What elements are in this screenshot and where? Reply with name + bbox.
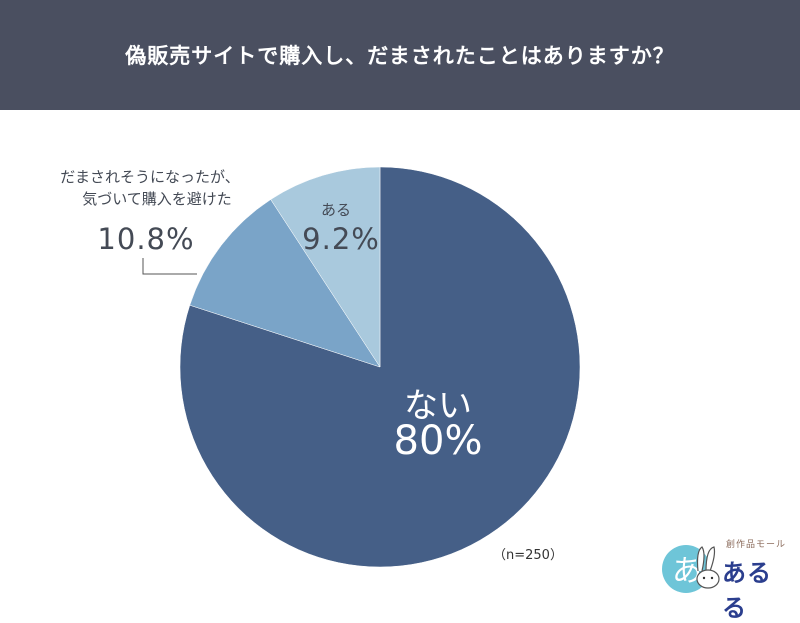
brand-logo: あ 創作品モール あるる [656,527,796,622]
pie-chart [142,166,581,568]
logo-mark: あ [662,545,720,593]
chart-title: 偽販売サイトで購入し、だまされたことはありますか？ [125,44,675,68]
pie-slice-avoided [189,199,381,368]
avoided-label: だまされそうになったが、 気づいて購入を避けた [30,166,270,210]
avoided-value-label: 10.8% [97,222,195,256]
leader-line [142,258,197,275]
avoided-label-line2: 気づいて購入を避けた [82,190,232,208]
aru-value-label: 9.2% [302,222,380,256]
title-banner: 偽販売サイトで購入し、だまされたことはありますか？ [0,0,800,110]
nai-value-label: 80% [393,418,483,464]
aru-label: ある [320,201,351,219]
nai-label: ない [404,386,472,426]
sample-size-note: （n=250） [493,548,563,563]
avoided-label-line1: だまされそうになったが、 [60,168,240,186]
pie-slice-aru [270,166,381,368]
logo-brand-name: あるる [722,559,772,622]
logo-subtitle: 創作品モール [726,540,787,550]
